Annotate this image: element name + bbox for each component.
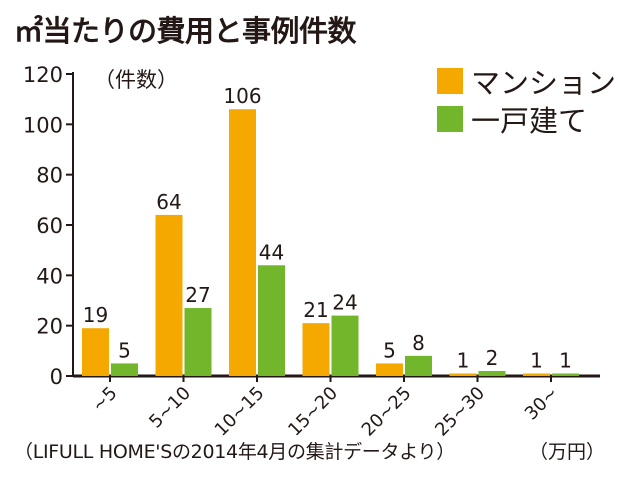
legend-item-mansion: マンション	[437, 62, 616, 100]
data-label-0-2: 106	[223, 84, 261, 108]
bar-1-2	[258, 265, 285, 376]
y-axis-label: （件数）	[94, 68, 178, 92]
x-tick-label-1: 5~10	[145, 383, 195, 433]
data-label-0-5: 1	[457, 348, 470, 372]
y-tick-label-2: 40	[36, 264, 63, 288]
bar-1-1	[184, 308, 212, 376]
data-label-1-0: 5	[118, 338, 131, 362]
legend-label-house: 一戸建て	[471, 104, 588, 138]
data-label-1-3: 24	[332, 291, 357, 315]
y-tick-label-6: 120	[23, 63, 63, 87]
bar-0-1	[155, 214, 183, 376]
data-label-1-4: 8	[412, 331, 425, 355]
bar-1-3	[331, 315, 359, 376]
x-tick-label-5: 25~30	[431, 383, 489, 441]
legend-swatch-mansion	[437, 68, 463, 94]
x-tick-label-3: 15~20	[284, 383, 342, 441]
chart-title: ㎡当たりの費用と事例件数	[14, 14, 357, 48]
bar-1-4	[405, 355, 432, 376]
y-tick-label-5: 100	[23, 113, 63, 137]
data-label-0-6: 1	[530, 348, 543, 372]
data-label-1-6: 1	[559, 348, 572, 372]
data-label-1-2: 44	[259, 240, 284, 264]
y-tick-label-1: 20	[36, 315, 63, 339]
bar-0-4	[376, 363, 403, 376]
x-tick-label-4: 20~25	[358, 383, 416, 441]
data-label-0-3: 21	[303, 298, 328, 322]
data-label-0-4: 5	[383, 338, 396, 362]
y-tick-label-4: 80	[36, 164, 63, 188]
x-tick-label-6: 30~	[521, 383, 563, 425]
y-tick-label-0: 0	[50, 365, 63, 389]
bar-1-0	[111, 363, 138, 376]
data-label-0-1: 64	[156, 190, 181, 214]
data-label-0-0: 19	[83, 303, 108, 327]
bar-0-3	[302, 323, 330, 376]
bar-0-0	[82, 328, 109, 376]
legend-swatch-house	[437, 106, 463, 132]
x-tick-label-2: 10~15	[211, 383, 269, 441]
bar-0-2	[229, 109, 256, 376]
legend-label-mansion: マンション	[471, 66, 617, 100]
bar-1-5	[478, 370, 506, 376]
bar-0-6	[523, 373, 550, 376]
y-tick-label-3: 60	[36, 214, 63, 238]
bar-1-6	[552, 373, 579, 376]
data-label-1-5: 2	[486, 346, 499, 370]
bar-0-5	[449, 373, 477, 376]
data-label-1-1: 27	[185, 283, 210, 307]
legend: マンション 一戸建て	[437, 62, 616, 138]
x-axis-unit-label: （万円）	[529, 441, 606, 463]
legend-item-house: 一戸建て	[437, 100, 616, 138]
x-tick-label-0: ~5	[88, 383, 122, 417]
source-note: （LIFULL HOME'Sの2014年4月の集計データより）	[14, 441, 455, 463]
